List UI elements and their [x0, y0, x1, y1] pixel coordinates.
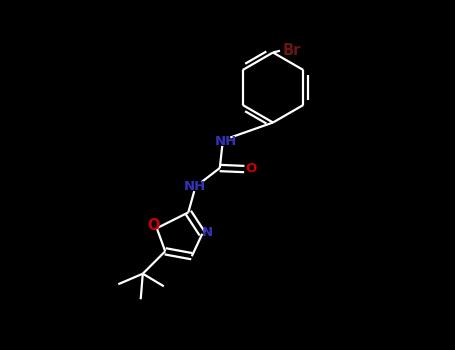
Text: O: O — [246, 161, 257, 175]
Text: Br: Br — [283, 43, 301, 58]
Text: N: N — [202, 226, 213, 239]
Text: NH: NH — [184, 180, 207, 193]
Text: NH: NH — [215, 135, 237, 148]
Text: O: O — [147, 218, 160, 233]
